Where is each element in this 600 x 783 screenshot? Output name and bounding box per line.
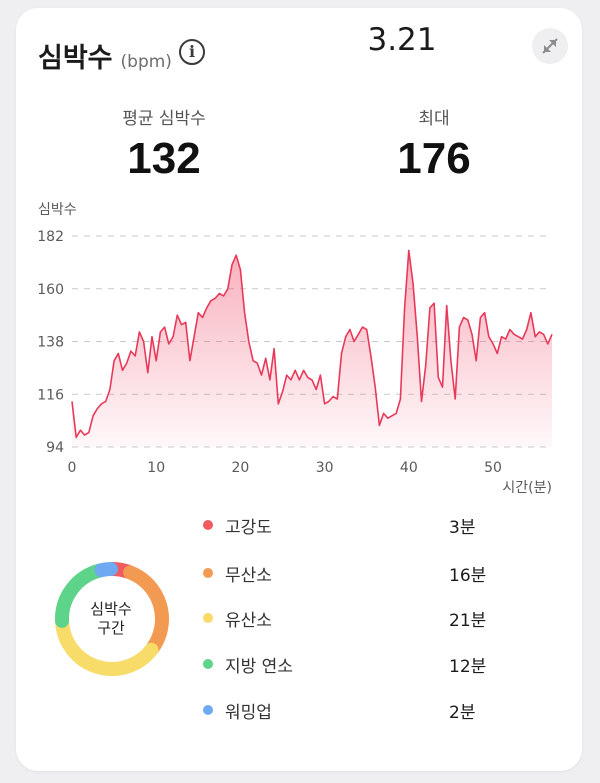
donut-center-label: 심박수 구간 [66,600,156,638]
legend-dot [203,659,213,669]
legend-label: 유산소 [225,611,272,631]
legend-value: 2분 [449,703,476,723]
legend-item: 유산소 21분 [203,605,503,631]
legend-dot [203,520,213,530]
x-tick-label: 20 [232,460,250,476]
avg-heart-rate-value: 132 [127,134,201,183]
x-tick-label: 40 [400,460,418,476]
heart-rate-area [72,250,552,447]
legend-item: 무산소 16분 [203,560,503,586]
x-tick-label: 30 [316,460,334,476]
donut-segment [55,616,159,676]
unit-label: (bpm) [120,52,172,72]
legend-item: 고강도 3분 [203,512,503,538]
collapse-icon [542,38,558,54]
y-tick-label: 160 [37,282,64,298]
donut-center-line1: 심박수 [90,600,132,618]
collapse-button[interactable] [532,28,568,64]
zone-donut [55,562,169,676]
donut-segment [94,562,118,578]
legend-item: 지방 연소 12분 [203,651,503,677]
x-tick-label: 50 [484,460,502,476]
y-tick-label: 116 [37,387,64,403]
legend-label: 지방 연소 [225,657,293,677]
info-icon[interactable]: i [179,39,205,65]
avg-heart-rate-label: 평균 심박수 [122,109,206,129]
y-tick-label: 182 [37,229,64,245]
x-tick-label: 10 [147,460,165,476]
x-axis-title: 시간(분) [502,480,552,496]
legend-label: 고강도 [225,518,272,538]
y-tick-label: 138 [37,335,64,351]
x-tick-label: 0 [68,460,77,476]
legend-label: 무산소 [225,566,272,586]
legend-value: 21분 [449,611,487,631]
legend-item: 워밍업 2분 [203,697,503,723]
legend-dot [203,613,213,623]
y-axis-title: 심박수 [38,202,77,218]
heart-rate-line [71,249,553,439]
date-label: 3.21 [367,22,437,58]
max-heart-rate-label: 최대 [418,109,450,129]
donut-center-line2: 구간 [97,619,125,637]
max-heart-rate-value: 176 [397,134,471,183]
legend-value: 16분 [449,566,487,586]
title-row: 심박수 (bpm) [38,36,172,75]
donut-segment [55,563,107,628]
legend-value: 12분 [449,657,487,677]
page-title: 심박수 [38,43,113,74]
legend-label: 워밍업 [225,703,272,723]
legend-value: 3분 [449,518,476,538]
legend-dot [203,705,213,715]
legend-dot [203,568,213,578]
y-tick-label: 94 [46,440,64,456]
donut-segment [123,565,169,655]
